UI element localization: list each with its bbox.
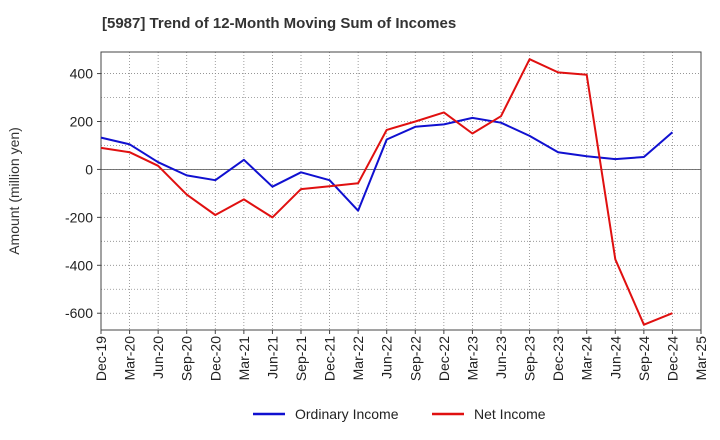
x-axis-ticks: Dec-19 Mar-20 Jun-20 Sep-20 Dec-20 Mar-21 Jun-… bbox=[93, 330, 709, 381]
chart-title: [5987] Trend of 12-Month Moving Sum of I… bbox=[102, 15, 457, 32]
x-tick-label: Sep-21 bbox=[293, 336, 309, 381]
x-tick-label: Mar-21 bbox=[236, 336, 252, 381]
y-tick-label: -200 bbox=[65, 209, 93, 225]
legend: Ordinary Income Net Income bbox=[253, 406, 546, 422]
x-tick-label: Dec-21 bbox=[322, 336, 338, 381]
x-tick-label: Sep-24 bbox=[636, 336, 652, 381]
x-tick-label: Mar-22 bbox=[350, 336, 366, 381]
x-tick-label: Dec-20 bbox=[207, 336, 223, 381]
x-tick-label: Jun-23 bbox=[493, 336, 509, 379]
legend-label-net-income: Net Income bbox=[474, 406, 546, 422]
grid bbox=[101, 52, 701, 330]
x-tick-label: Jun-20 bbox=[150, 336, 166, 379]
x-tick-label: Sep-22 bbox=[407, 336, 423, 381]
y-tick-label: -600 bbox=[65, 305, 93, 321]
x-tick-label: Mar-23 bbox=[464, 336, 480, 381]
series-line-ordinary-income bbox=[100, 116, 674, 212]
x-tick-label: Jun-22 bbox=[379, 336, 395, 379]
x-tick-label: Dec-19 bbox=[93, 336, 109, 381]
y-axis-label: Amount (million yen) bbox=[6, 127, 22, 255]
x-tick-label: Jun-24 bbox=[607, 336, 623, 379]
y-tick-label: -400 bbox=[65, 257, 93, 273]
x-tick-label: Dec-22 bbox=[436, 336, 452, 381]
x-tick-label: Dec-23 bbox=[550, 336, 566, 381]
plot-border bbox=[100, 51, 702, 331]
y-tick-label: 400 bbox=[70, 66, 94, 82]
y-tick-label: 200 bbox=[70, 114, 94, 130]
x-tick-label: Mar-24 bbox=[579, 336, 595, 381]
x-tick-label: Sep-20 bbox=[179, 336, 195, 381]
x-tick-label: Jun-21 bbox=[264, 336, 280, 379]
plot-frame bbox=[100, 51, 702, 331]
series-lines bbox=[100, 58, 674, 326]
legend-label-ordinary-income: Ordinary Income bbox=[295, 406, 399, 422]
series-line-net-income bbox=[100, 58, 673, 326]
y-tick-label: 0 bbox=[85, 161, 93, 177]
y-axis-ticks: -600 -400 -200 0 200 400 bbox=[65, 66, 101, 321]
x-tick-label: Sep-23 bbox=[522, 336, 538, 381]
x-tick-label: Mar-20 bbox=[122, 336, 138, 381]
x-tick-label: Dec-24 bbox=[664, 336, 680, 381]
x-tick-label: Mar-25 bbox=[693, 336, 709, 381]
